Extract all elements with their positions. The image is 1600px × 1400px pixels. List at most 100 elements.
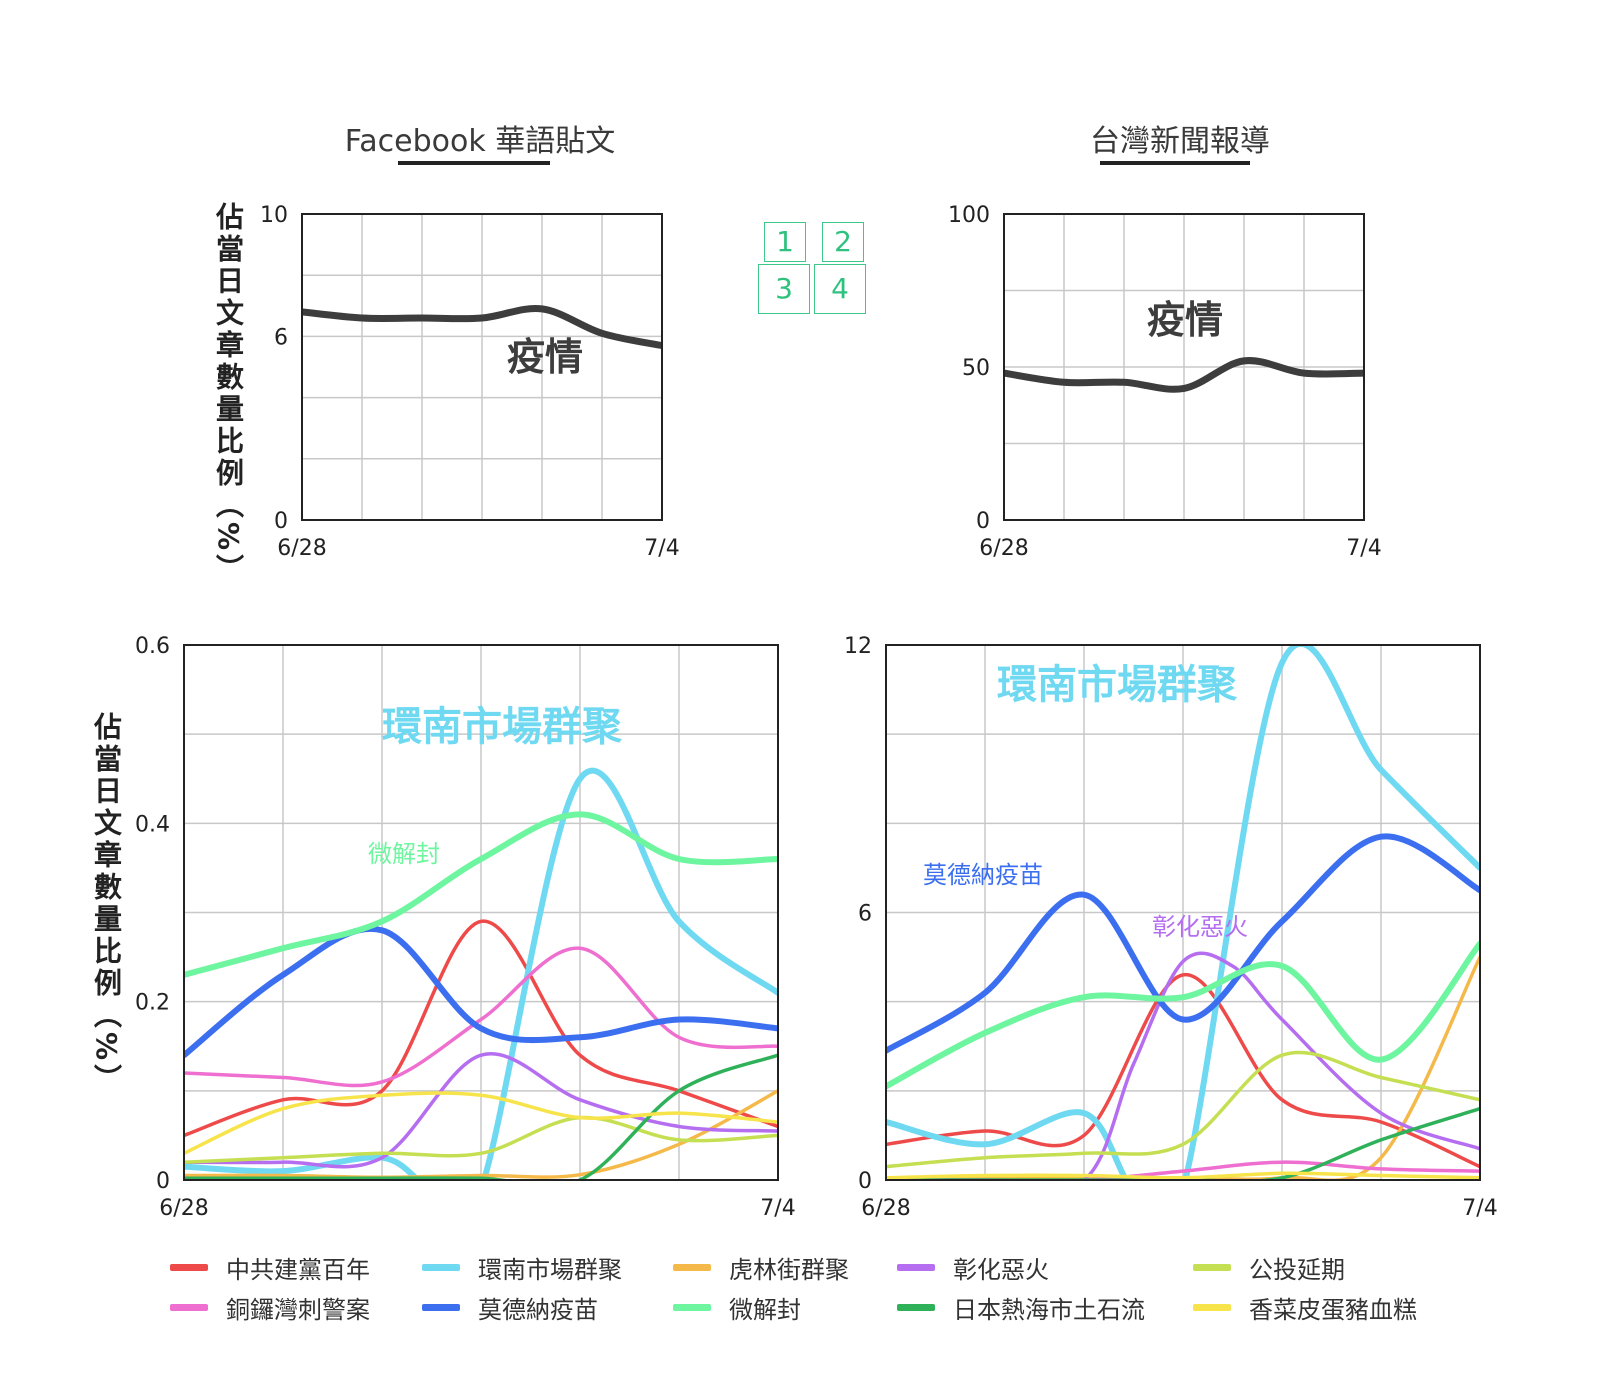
annotation-label: 莫德納疫苗 — [923, 861, 1043, 889]
legend-label: 虎林街群聚 — [729, 1256, 849, 1284]
legend-item: 微解封 — [673, 1290, 801, 1325]
panel-position-key: 1 2 3 4 — [758, 222, 870, 314]
legend-item: 環南市場群聚 — [422, 1250, 622, 1285]
series-line — [184, 925, 778, 1059]
plot-frame — [1003, 213, 1365, 521]
series-line — [184, 811, 778, 978]
legend-item: 公投延期 — [1193, 1250, 1345, 1285]
plot-frame — [885, 644, 1481, 1181]
y-tick-label: 0.6 — [135, 634, 170, 659]
annotation-label: 環南市場群聚 — [382, 704, 623, 750]
series-line — [1004, 357, 1364, 393]
legend-swatch — [170, 1304, 208, 1311]
chart-panel: 0 6 10 6/28 7/4 疫情 — [260, 203, 680, 561]
series-line — [886, 1171, 1480, 1180]
series-line — [184, 1053, 778, 1180]
series-line — [886, 1106, 1480, 1180]
x-tick-label: 7/4 — [760, 1196, 795, 1221]
legend: 中共建黨百年 環南市場群聚 虎林街群聚 彰化惡火 公投延期 銅鑼灣刺警案 莫德納… — [170, 1250, 1470, 1340]
legend-swatch — [673, 1304, 711, 1311]
legend-item: 彰化惡火 — [897, 1250, 1049, 1285]
key-cell-3: 3 — [758, 264, 810, 314]
y-tick-label: 100 — [948, 203, 990, 228]
x-tick-label: 7/4 — [1346, 536, 1381, 561]
series-line — [886, 973, 1480, 1169]
legend-swatch — [170, 1264, 208, 1271]
legend-swatch — [897, 1304, 935, 1311]
legend-label: 彰化惡火 — [953, 1256, 1049, 1284]
series-group — [302, 304, 662, 350]
y-tick-label: 0 — [274, 509, 288, 534]
x-tick-label: 6/28 — [159, 1196, 208, 1221]
y-tick-label: 0.2 — [135, 991, 170, 1016]
x-tick-label: 6/28 — [277, 536, 326, 561]
legend-item: 香菜皮蛋豬血糕 — [1193, 1290, 1417, 1325]
legend-swatch — [1193, 1264, 1231, 1271]
series-line — [184, 919, 778, 1138]
x-tick-label: 7/4 — [1462, 1196, 1497, 1221]
series-line — [184, 767, 778, 1180]
annotation-label: 微解封 — [368, 840, 440, 868]
y-tick-label: 6 — [274, 325, 288, 350]
left-title-underline — [398, 161, 550, 165]
series-line — [184, 946, 778, 1088]
series-line — [302, 304, 662, 350]
legend-item: 銅鑼灣刺警案 — [170, 1290, 370, 1325]
legend-label: 日本熱海市土石流 — [953, 1296, 1145, 1324]
bottom-y-axis-label: 佔當日文章數量比例（%） — [90, 712, 123, 1097]
x-tick-label: 6/28 — [861, 1196, 910, 1221]
legend-label: 公投延期 — [1249, 1256, 1345, 1284]
key-cell-4: 4 — [814, 264, 866, 314]
right-panel-title: 台灣新聞報導 — [1090, 124, 1270, 159]
series-line — [886, 951, 1480, 1180]
right-title-underline — [1100, 161, 1250, 165]
legend-item: 日本熱海市土石流 — [897, 1290, 1145, 1325]
y-tick-label: 50 — [962, 356, 990, 381]
legend-label: 微解封 — [729, 1296, 801, 1324]
key-cell-1: 1 — [764, 222, 806, 262]
legend-label: 中共建黨百年 — [226, 1256, 370, 1284]
legend-swatch — [897, 1264, 935, 1271]
series-line — [886, 940, 1480, 1090]
legend-item: 莫德納疫苗 — [422, 1290, 598, 1325]
legend-label: 環南市場群聚 — [478, 1256, 622, 1284]
series-group — [1004, 357, 1364, 393]
plot-frame — [183, 644, 779, 1181]
x-tick-label: 6/28 — [979, 536, 1028, 561]
series-line — [184, 1089, 778, 1180]
legend-label: 香菜皮蛋豬血糕 — [1249, 1296, 1417, 1324]
legend-item: 虎林街群聚 — [673, 1250, 849, 1285]
annotation-label: 疫情 — [507, 335, 583, 379]
chart-panel: 0 50 100 6/28 7/4 疫情 — [948, 203, 1382, 561]
y-tick-label: 0 — [858, 1169, 872, 1194]
series-group — [184, 767, 778, 1180]
y-tick-label: 0 — [976, 509, 990, 534]
x-tick-label: 7/4 — [644, 536, 679, 561]
y-tick-label: 10 — [260, 203, 288, 228]
series-line — [886, 1050, 1480, 1169]
legend-swatch — [673, 1264, 711, 1271]
series-line — [886, 833, 1480, 1054]
annotation-label: 疫情 — [1147, 298, 1223, 342]
series-line — [886, 1160, 1480, 1180]
series-line — [184, 1091, 778, 1156]
series-group — [886, 645, 1480, 1180]
legend-swatch — [1193, 1304, 1231, 1311]
annotation-label: 彰化惡火 — [1152, 913, 1248, 941]
key-cell-2: 2 — [822, 222, 864, 262]
y-tick-label: 6 — [858, 902, 872, 927]
series-line — [184, 1115, 778, 1164]
plot-frame — [301, 213, 663, 521]
left-panel-title: Facebook 華語貼文 — [344, 124, 616, 159]
series-line — [184, 1052, 778, 1169]
legend-label: 銅鑼灣刺警案 — [226, 1296, 370, 1324]
legend-label: 莫德納疫苗 — [478, 1296, 598, 1324]
legend-item: 中共建黨百年 — [170, 1250, 370, 1285]
annotation-label: 環南市場群聚 — [997, 662, 1238, 708]
legend-swatch — [422, 1264, 460, 1271]
legend-swatch — [422, 1304, 460, 1311]
y-tick-label: 12 — [844, 634, 872, 659]
